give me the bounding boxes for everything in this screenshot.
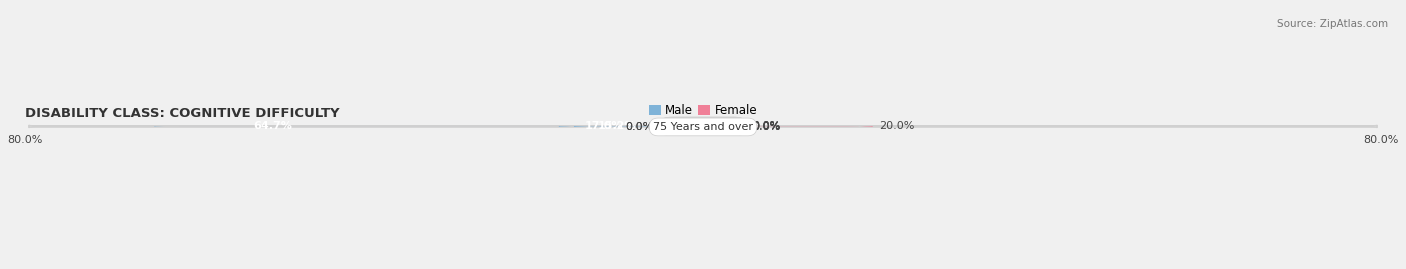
Text: 0.0%: 0.0% — [752, 122, 780, 132]
Text: 15.2%: 15.2% — [598, 121, 636, 132]
FancyBboxPatch shape — [703, 126, 745, 127]
FancyBboxPatch shape — [30, 126, 1376, 127]
Text: 65 to 74 Years: 65 to 74 Years — [664, 122, 742, 132]
Text: 0.0%: 0.0% — [752, 121, 780, 131]
FancyBboxPatch shape — [703, 126, 873, 127]
Text: 5 to 17 Years: 5 to 17 Years — [666, 121, 740, 131]
Text: 35 to 64 Years: 35 to 64 Years — [664, 121, 742, 132]
FancyBboxPatch shape — [155, 125, 703, 127]
Legend: Male, Female: Male, Female — [644, 99, 762, 122]
Text: 64.7%: 64.7% — [253, 121, 292, 131]
Text: 0.0%: 0.0% — [626, 122, 654, 132]
Text: 17.0%: 17.0% — [585, 121, 623, 131]
Text: 18 to 34 Years: 18 to 34 Years — [664, 121, 742, 131]
Text: 75 Years and over: 75 Years and over — [652, 122, 754, 132]
FancyBboxPatch shape — [703, 126, 745, 127]
Text: 0.0%: 0.0% — [752, 122, 780, 132]
FancyBboxPatch shape — [558, 126, 703, 127]
Text: Source: ZipAtlas.com: Source: ZipAtlas.com — [1277, 19, 1388, 29]
Text: 0.0%: 0.0% — [626, 122, 654, 132]
FancyBboxPatch shape — [30, 125, 1376, 127]
Text: 20.0%: 20.0% — [879, 121, 915, 131]
FancyBboxPatch shape — [661, 126, 703, 127]
FancyBboxPatch shape — [30, 125, 1376, 127]
FancyBboxPatch shape — [574, 126, 703, 127]
FancyBboxPatch shape — [30, 126, 1376, 128]
FancyBboxPatch shape — [661, 126, 703, 128]
Text: DISABILITY CLASS: COGNITIVE DIFFICULTY: DISABILITY CLASS: COGNITIVE DIFFICULTY — [25, 107, 339, 121]
Text: 0.0%: 0.0% — [752, 121, 780, 132]
FancyBboxPatch shape — [30, 126, 1376, 128]
FancyBboxPatch shape — [703, 125, 745, 127]
FancyBboxPatch shape — [703, 126, 745, 128]
